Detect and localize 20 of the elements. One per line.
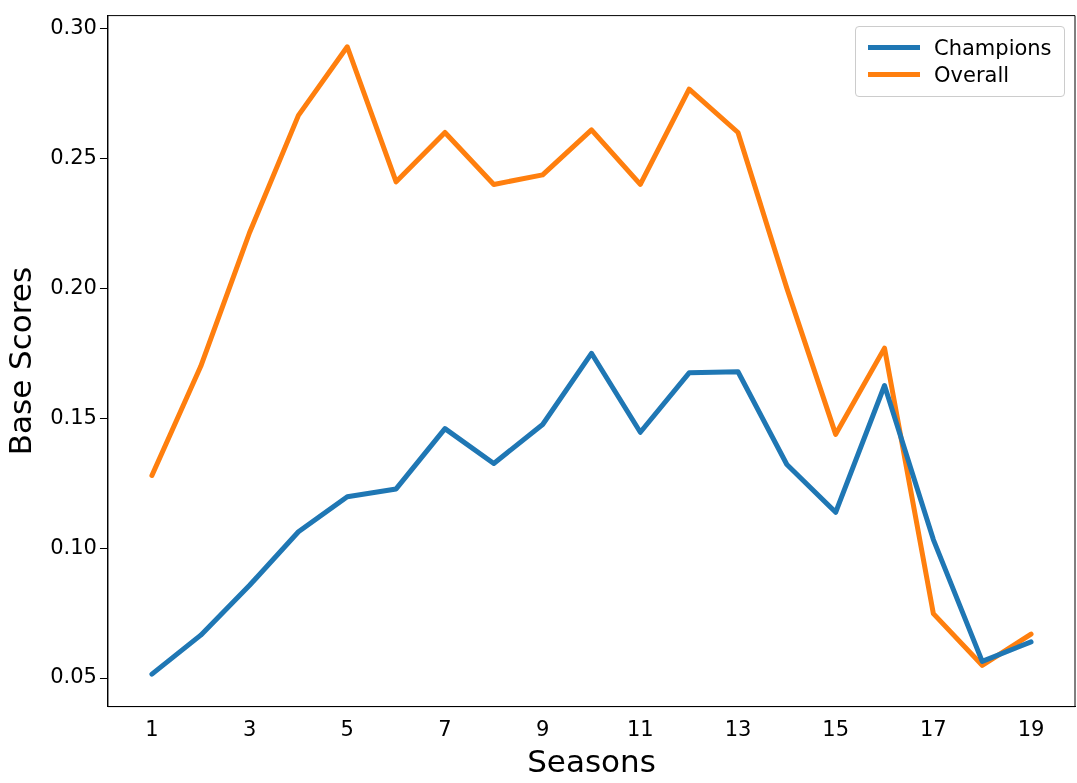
x-tick-label: 13 bbox=[724, 716, 752, 741]
legend-label: Champions bbox=[934, 35, 1052, 60]
legend-label: Overall bbox=[934, 62, 1010, 87]
y-tick-label: 0.10 bbox=[50, 534, 97, 559]
y-tick-label: 0.25 bbox=[50, 144, 97, 169]
x-tick-label: 3 bbox=[242, 716, 257, 741]
y-tick-label: 0.30 bbox=[50, 15, 97, 40]
x-tick-label: 11 bbox=[626, 716, 654, 741]
y-axis-title: Base Scores bbox=[1, 266, 38, 456]
x-tick-label: 17 bbox=[920, 716, 947, 741]
x-axis-title: Seasons bbox=[527, 743, 656, 780]
x-tick-label: 9 bbox=[535, 716, 550, 741]
x-tick-label: 7 bbox=[438, 716, 452, 741]
y-tick-label: 0.20 bbox=[50, 274, 97, 299]
x-tick-label: 5 bbox=[340, 716, 354, 741]
y-tick-label: 0.15 bbox=[50, 404, 97, 429]
y-tick-label: 0.05 bbox=[50, 664, 97, 689]
x-tick-label: 1 bbox=[145, 716, 159, 741]
x-tick-label: 15 bbox=[822, 716, 850, 741]
x-tick-label: 19 bbox=[1017, 716, 1045, 741]
